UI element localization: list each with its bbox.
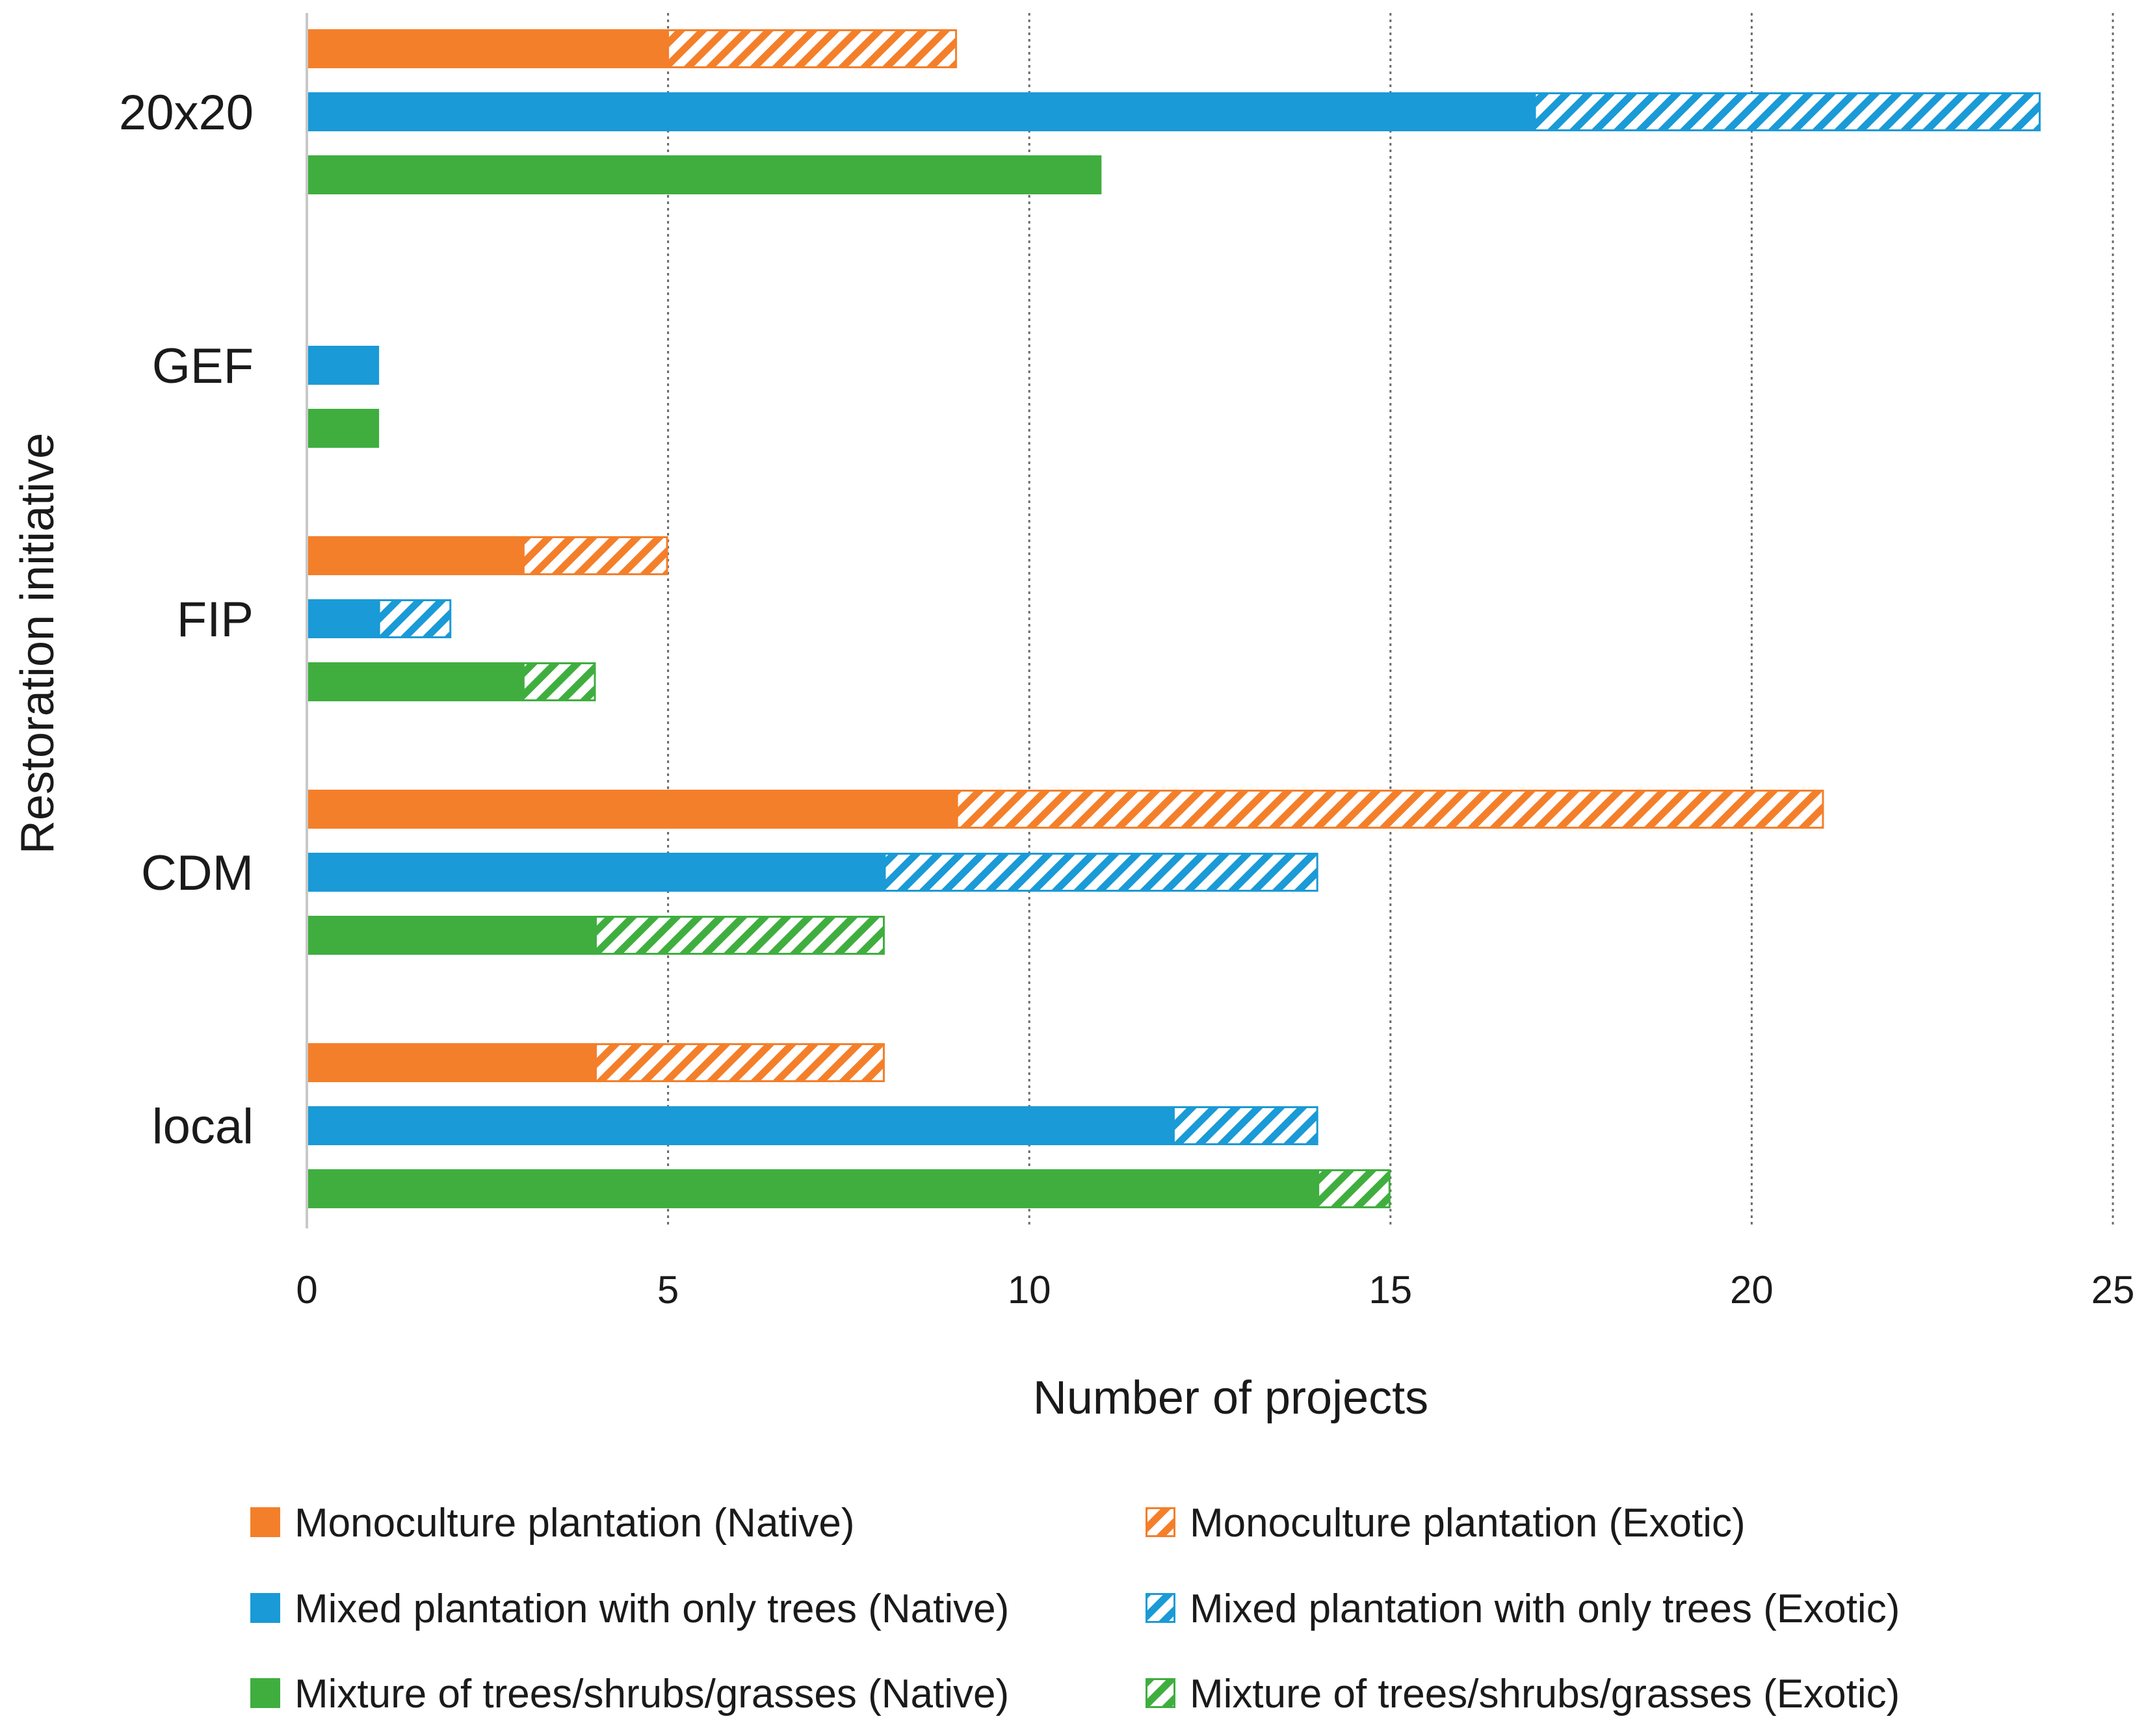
bar-segment-native: [307, 92, 1536, 131]
legend-swatch: [250, 1507, 280, 1537]
legend-label: Mixed plantation with only trees (Native…: [295, 1587, 1009, 1631]
x-tick-label: 25: [2091, 1268, 2135, 1312]
bar-segment-exotic: [1317, 1169, 1391, 1208]
legend-swatch: [250, 1678, 280, 1708]
x-tick-label: 5: [657, 1268, 679, 1312]
bar-segment-native: [307, 29, 668, 68]
bar-segment-native: [307, 536, 524, 575]
bar-segment-exotic: [956, 790, 1824, 829]
bar-segment-exotic: [1172, 1106, 1318, 1145]
bar-segment-native: [307, 155, 1102, 194]
bar-segment-exotic: [522, 536, 668, 575]
bar-segment-native: [307, 853, 885, 892]
bar-segment-native: [307, 1106, 1174, 1145]
y-category-label: CDM: [141, 846, 254, 901]
bar-segment-native: [307, 409, 380, 448]
legend-swatch: [1146, 1593, 1175, 1623]
x-tick-label: 20: [1730, 1268, 1774, 1312]
bar-segment-exotic: [594, 916, 885, 955]
bars: [307, 29, 2041, 1208]
legend-label: Monoculture plantation (Exotic): [1190, 1501, 1746, 1546]
bar-segment-exotic: [522, 662, 596, 701]
axes: 0 5 10 15 20 25 20x20 GEF FIP CDM local: [119, 13, 2134, 1312]
legend-swatch: [1146, 1678, 1175, 1708]
bar-segment-native: [307, 790, 958, 829]
y-category-label: 20x20: [119, 85, 254, 140]
bar-segment-exotic: [378, 599, 452, 638]
legend-label: Mixture of trees/shrubs/grasses (Exotic): [1190, 1672, 1900, 1717]
gridlines: [667, 13, 2114, 1228]
bar-segment-exotic: [1534, 92, 2041, 131]
legend-label: Mixture of trees/shrubs/grasses (Native): [295, 1672, 1009, 1717]
legend: Monoculture plantation (Native) Monocultu…: [250, 1501, 1900, 1717]
y-category-label: FIP: [177, 592, 254, 647]
legend-swatch: [1146, 1507, 1175, 1537]
bar-segment-native: [307, 1043, 596, 1082]
bar-segment-native: [307, 916, 596, 955]
y-category-label: local: [152, 1099, 254, 1154]
y-axis-title: Restoration initiative: [12, 433, 64, 854]
bar-segment-exotic: [884, 853, 1318, 892]
bar-segment-exotic: [594, 1043, 885, 1082]
legend-swatch: [250, 1593, 280, 1623]
y-category-label: GEF: [152, 339, 254, 394]
bar-segment-native: [307, 599, 380, 638]
bar-segment-native: [307, 1169, 1318, 1208]
legend-label: Monoculture plantation (Native): [295, 1501, 855, 1546]
legend-label: Mixed plantation with only trees (Exotic…: [1190, 1587, 1900, 1631]
bar-segment-exotic: [667, 29, 958, 68]
x-axis-title: Number of projects: [1033, 1372, 1428, 1424]
x-tick-label: 0: [296, 1268, 317, 1312]
x-tick-label: 15: [1369, 1268, 1412, 1312]
bar-segment-native: [307, 662, 524, 701]
bar-segment-native: [307, 346, 380, 385]
x-tick-label: 10: [1008, 1268, 1051, 1312]
